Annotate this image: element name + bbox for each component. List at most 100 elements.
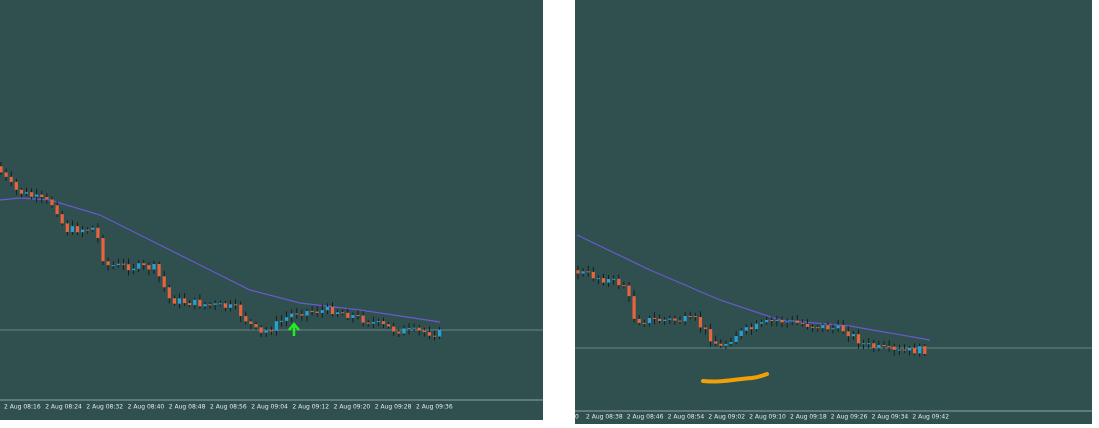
time-label: 2 Aug 09:36	[416, 404, 453, 411]
candle-body	[274, 321, 278, 331]
candle-body	[432, 335, 437, 337]
candle-body	[754, 323, 759, 330]
candle-body	[749, 327, 753, 330]
candle-body	[407, 328, 411, 330]
candle-body	[913, 347, 917, 354]
candle-body	[658, 318, 662, 321]
candle-body	[862, 343, 866, 345]
candle-body	[422, 330, 426, 333]
candle-body	[121, 263, 125, 265]
candle-body	[30, 192, 34, 197]
candle-body	[152, 263, 156, 270]
candle-body	[652, 317, 657, 319]
candle-body	[698, 317, 702, 328]
candle-body	[724, 343, 728, 346]
candle-body	[279, 320, 284, 322]
candle-body	[239, 304, 243, 317]
candle-body	[116, 263, 120, 266]
candle-body	[198, 299, 202, 307]
candle-body	[366, 322, 370, 324]
candle-body	[264, 330, 268, 333]
candle-body	[617, 278, 621, 286]
moving-average	[0, 197, 441, 323]
candle-body	[330, 306, 335, 315]
candle-body	[106, 261, 110, 266]
candle-body	[688, 316, 692, 318]
candle-body	[137, 263, 141, 269]
candle-body	[816, 327, 820, 329]
time-label: 2 Aug 08:40	[128, 404, 165, 411]
candle-body	[780, 319, 784, 323]
candle-body	[126, 264, 131, 271]
left-panel	[0, 0, 543, 420]
candle-body	[785, 321, 789, 323]
candle-body	[714, 341, 718, 344]
candle-body	[673, 318, 677, 321]
candle-body	[821, 325, 825, 329]
candle-body	[351, 315, 355, 318]
candle-body	[96, 227, 100, 239]
candle-body	[576, 270, 580, 274]
candle-body	[162, 276, 166, 288]
candle-body	[361, 315, 365, 323]
candle-body	[887, 346, 891, 348]
candle-body	[177, 298, 182, 304]
candle-body	[851, 334, 855, 337]
candle-body	[836, 325, 840, 329]
drawn-marker	[701, 372, 769, 384]
candle-body	[183, 298, 187, 304]
candle-body	[918, 346, 922, 354]
candle-body	[826, 325, 830, 330]
candle-body	[228, 304, 233, 308]
candle-body	[632, 296, 636, 319]
candle-body	[269, 330, 273, 332]
time-label: 2 Aug 09:26	[831, 414, 868, 421]
candle-body	[760, 322, 764, 324]
candle-body	[295, 313, 299, 315]
candle-body	[285, 317, 289, 321]
candle-body	[14, 181, 18, 190]
candle-body	[709, 329, 713, 342]
candle-body	[91, 227, 95, 230]
moving-average	[576, 234, 931, 341]
time-label: 2 Aug 08:16	[4, 404, 41, 411]
candle-body	[310, 310, 314, 312]
candle-body	[790, 320, 794, 322]
candle-body	[892, 346, 896, 350]
candle-body	[254, 324, 258, 328]
candle-body	[607, 279, 611, 283]
candle-body	[381, 321, 386, 325]
candle-body	[586, 271, 590, 273]
candle-body	[795, 320, 799, 323]
candle-body	[703, 327, 708, 330]
candle-body	[249, 321, 253, 325]
candle-body	[867, 343, 871, 345]
candle-body	[9, 176, 13, 182]
candle-body	[336, 312, 340, 315]
time-label: 2 Aug 08:32	[86, 404, 123, 411]
candle-body	[882, 344, 886, 347]
candle-body	[392, 326, 396, 332]
candle-body	[734, 336, 738, 343]
candle-body	[60, 214, 64, 224]
candle-body	[111, 265, 115, 267]
candle-body	[346, 312, 350, 318]
candle-body	[320, 310, 324, 313]
candle-body	[101, 238, 105, 262]
candle-body	[805, 323, 810, 327]
time-label: 2 Aug 08:24	[45, 404, 82, 411]
candle-body	[663, 319, 667, 321]
candle-body	[622, 285, 626, 287]
candle-body	[800, 322, 804, 324]
right-panel	[575, 0, 1092, 424]
axis-labels: 2 Aug 08:16 2 Aug 08:24 2 Aug 08:32 2 Aug 0…	[4, 404, 949, 421]
candle-body	[142, 263, 146, 266]
time-label: 2 Aug 09:28	[375, 404, 412, 411]
time-label: 2 Aug 09:12	[292, 404, 329, 411]
candle-body	[668, 318, 672, 320]
candle-body	[45, 197, 49, 200]
candle-body	[132, 268, 136, 271]
candle-body	[244, 316, 248, 322]
time-label: 2 Aug 09:20	[334, 404, 371, 411]
buy-arrow	[288, 322, 300, 336]
